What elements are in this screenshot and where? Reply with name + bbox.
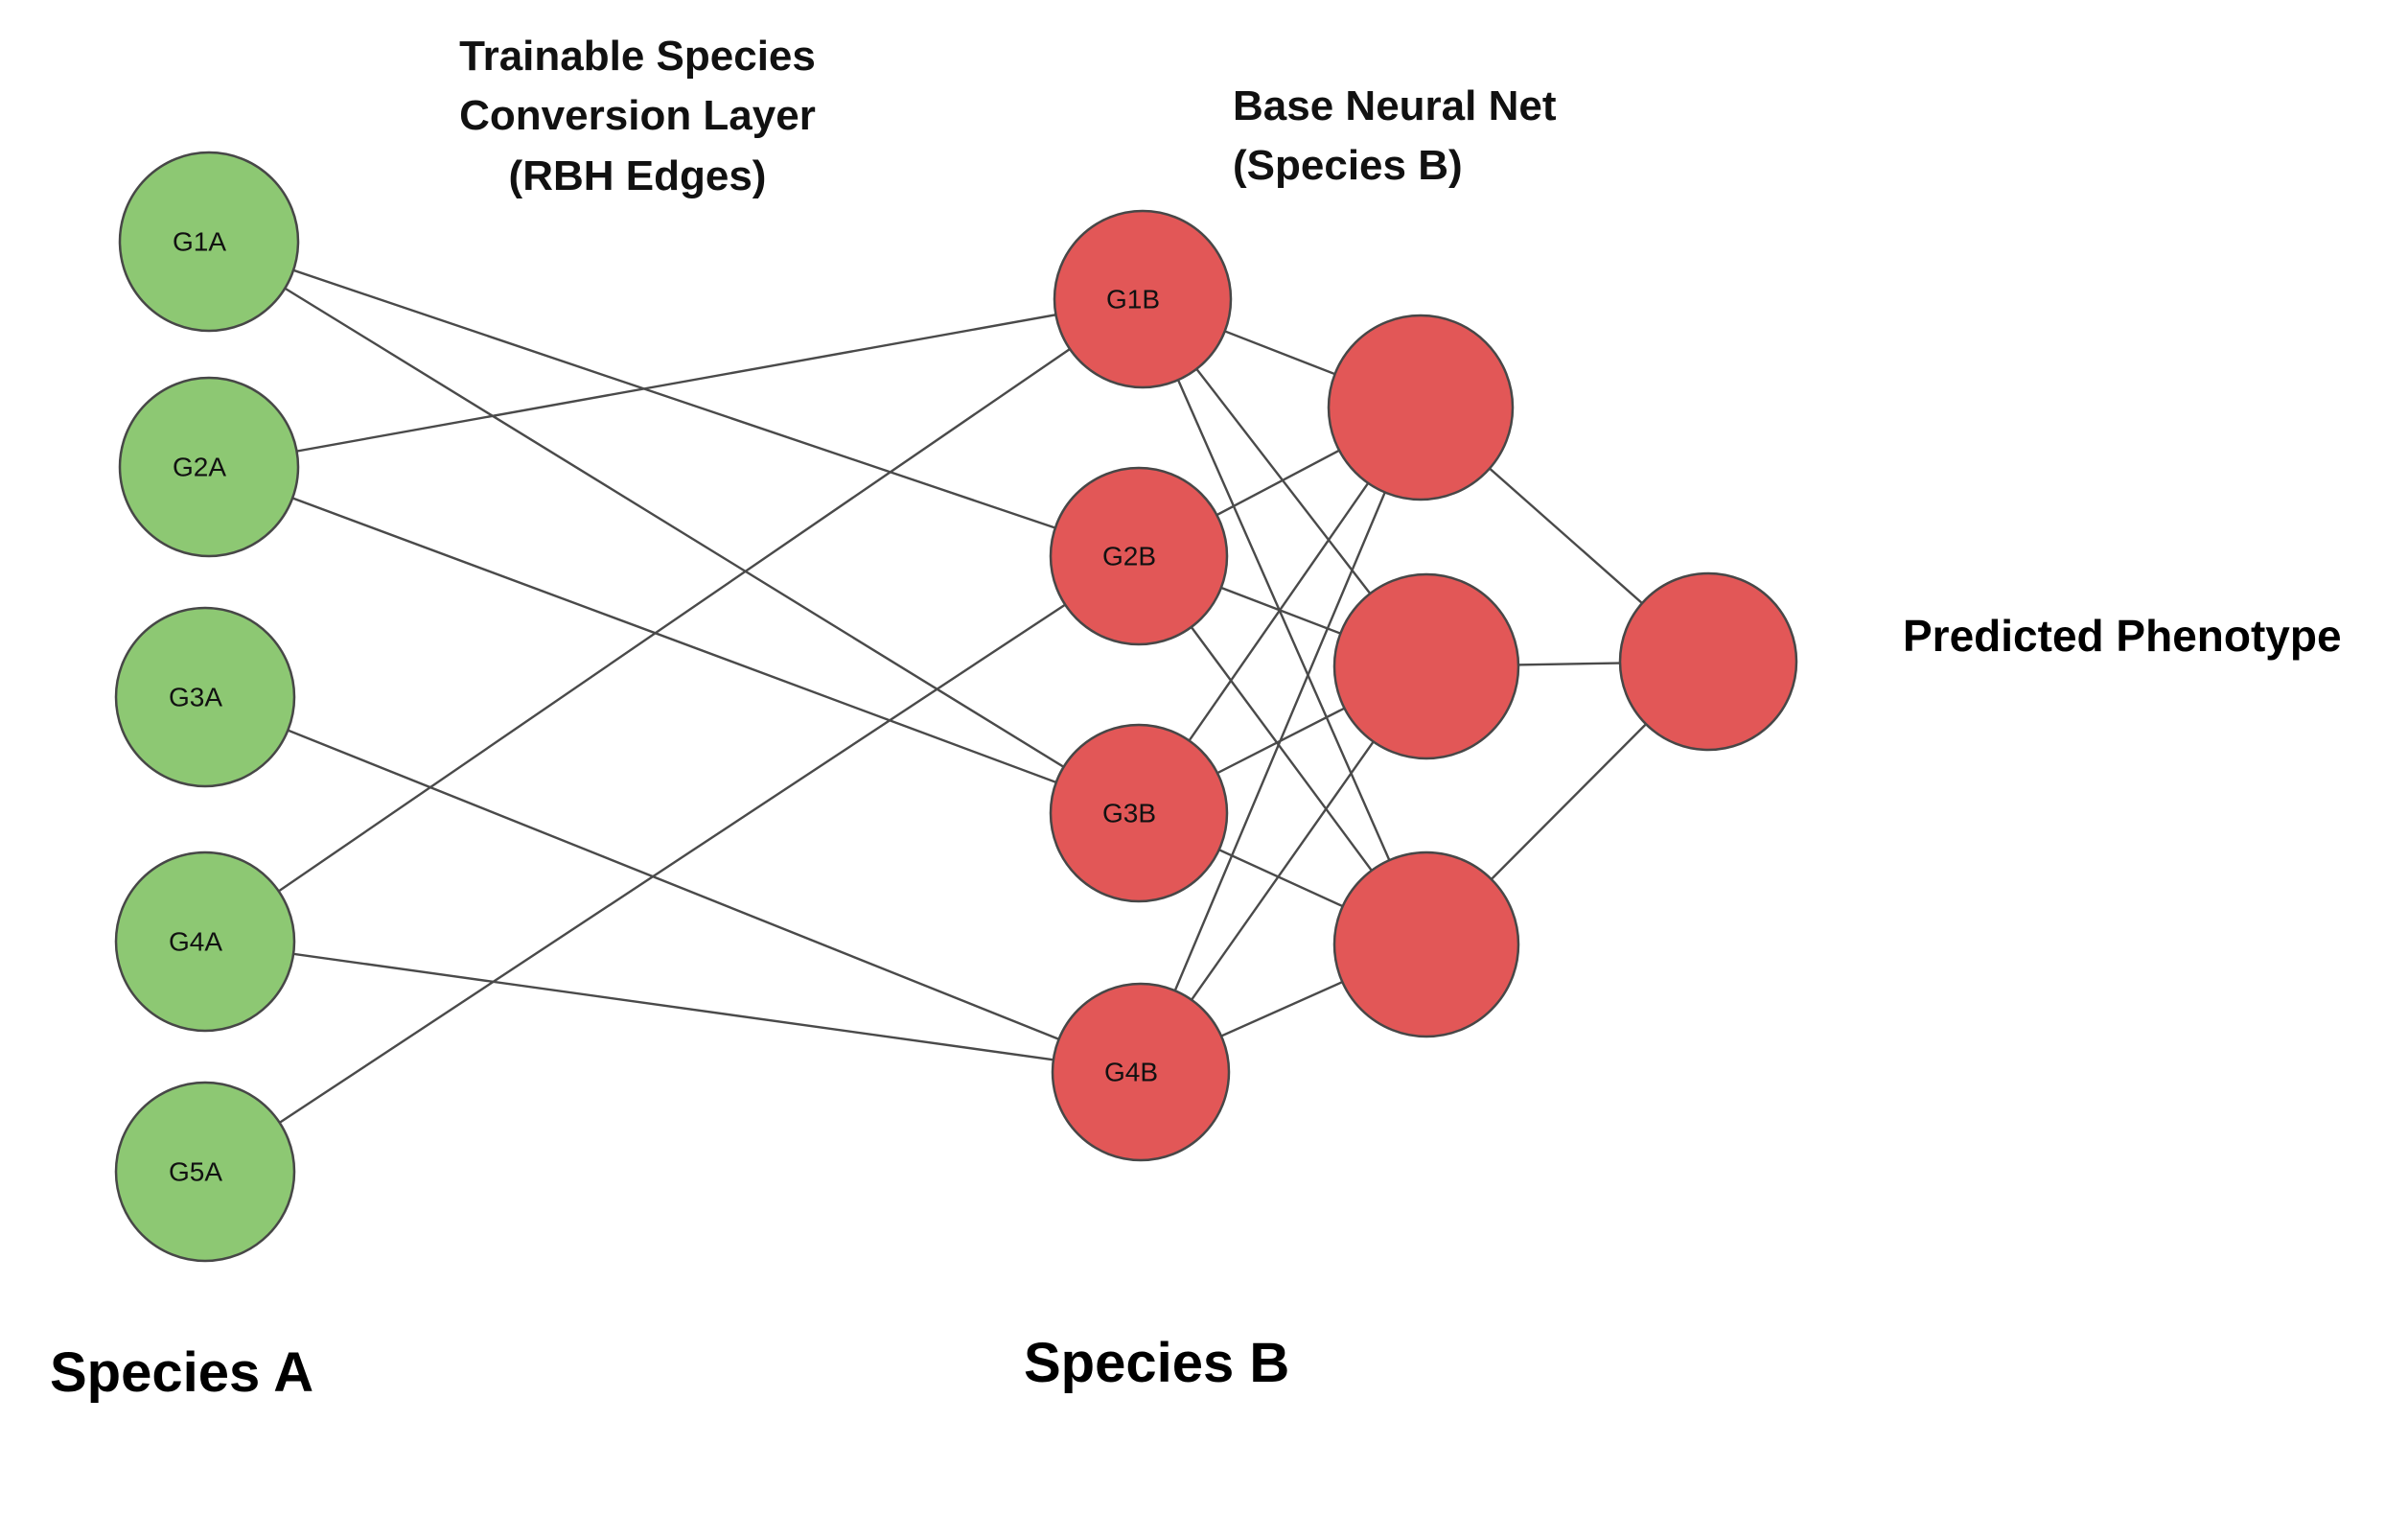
node-label-g4a: G4A (169, 927, 222, 957)
node-label-g3b: G3B (1102, 799, 1156, 828)
node-g2b: G2B (1049, 466, 1229, 646)
node-circle-g2b (1049, 466, 1229, 646)
node-h3 (1332, 851, 1520, 1038)
edge-G1A-G2B (208, 240, 1140, 558)
node-circle-g1b (1053, 209, 1233, 389)
node-label-g2b: G2B (1102, 542, 1156, 571)
predicted-phenotype-label: Predicted Phenotype (1903, 611, 2342, 661)
conversion-layer-title: Trainable Species Conversion Layer (RBH … (345, 27, 930, 206)
base-neural-net-title-line2: (Species B) (1233, 142, 1463, 190)
edge-G4A-G1B (204, 298, 1144, 943)
node-label-g4b: G4B (1104, 1058, 1158, 1087)
node-circle-g4a (114, 851, 296, 1033)
base-neural-net-title-line1: Base Neural Net (1233, 82, 1557, 129)
conversion-layer-title-line3: (RBH Edges) (508, 151, 767, 199)
node-g1a: G1A (118, 151, 300, 333)
node-circle-g4b (1051, 982, 1231, 1162)
node-g1b: G1B (1053, 209, 1233, 389)
node-label-g3a: G3A (169, 683, 222, 712)
base-neural-net-title: Base Neural Net (Species B) (1233, 77, 1556, 197)
node-circle-g3b (1049, 723, 1229, 903)
node-circle-h3 (1332, 851, 1520, 1038)
node-circle-g5a (114, 1081, 296, 1263)
node-g4a: G4A (114, 851, 296, 1033)
node-circle-h1 (1327, 314, 1515, 501)
edge-G5A-G2B (204, 554, 1140, 1174)
node-out (1618, 571, 1798, 752)
species-a-label: Species A (50, 1341, 314, 1404)
node-g2a: G2A (118, 376, 300, 558)
node-label-g2a: G2A (173, 453, 226, 482)
node-circle-h2 (1332, 572, 1520, 760)
node-g4b: G4B (1051, 982, 1231, 1162)
edge-G4A-G4B (204, 940, 1142, 1074)
node-circle-out (1618, 571, 1798, 752)
edge-G4B-H1 (1139, 407, 1423, 1073)
species-b-label: Species B (1024, 1332, 1290, 1394)
node-circle-g1a (118, 151, 300, 333)
edge-G3A-G4B (204, 695, 1142, 1074)
node-label-g1a: G1A (173, 227, 226, 257)
conversion-layer-title-line1: Trainable Species (459, 33, 816, 80)
edge-G1B-H3 (1141, 298, 1428, 945)
edge-G1A-G3B (208, 240, 1140, 815)
node-h1 (1327, 314, 1515, 501)
node-circle-g3a (114, 606, 296, 788)
node-g3b: G3B (1049, 723, 1229, 903)
edge-G2A-G3B (208, 465, 1140, 815)
node-circle-g2a (118, 376, 300, 558)
node-label-g5a: G5A (169, 1157, 222, 1187)
edge-G2A-G1B (208, 297, 1144, 469)
node-g3a: G3A (114, 606, 296, 788)
node-g5a: G5A (114, 1081, 296, 1263)
conversion-layer-title-line2: Conversion Layer (459, 92, 816, 140)
node-h2 (1332, 572, 1520, 760)
node-label-g1b: G1B (1106, 285, 1160, 315)
